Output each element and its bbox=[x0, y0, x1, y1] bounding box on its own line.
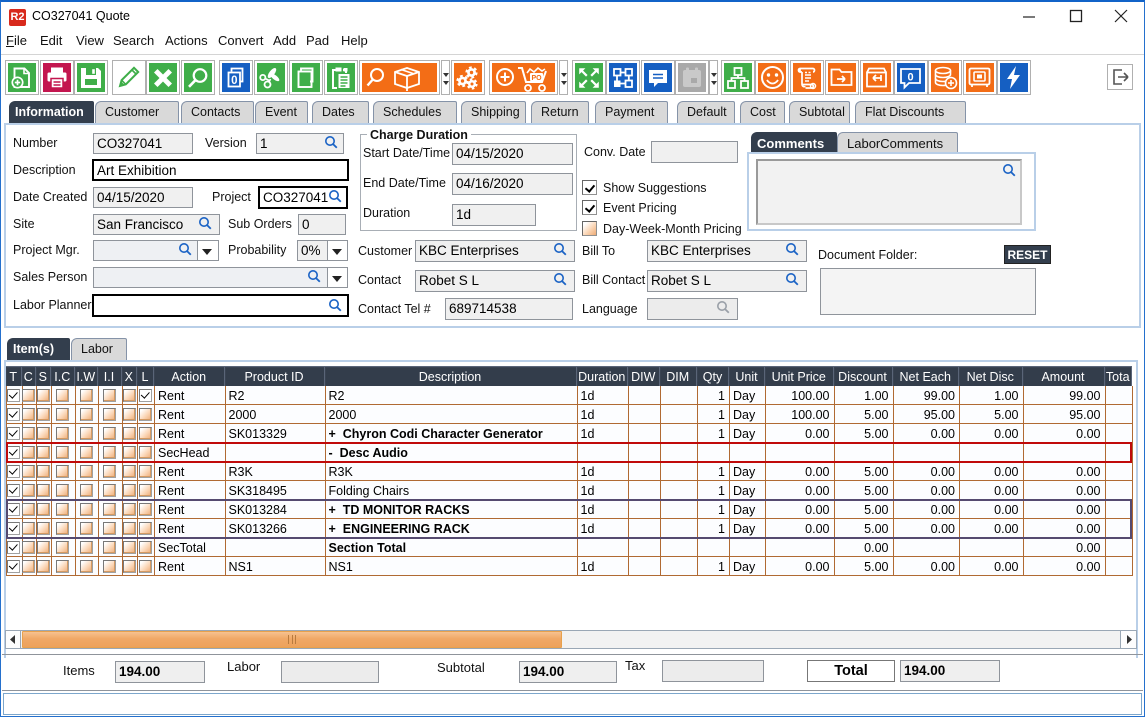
svg-text:0: 0 bbox=[231, 74, 237, 86]
svg-text:PO: PO bbox=[531, 75, 542, 82]
svg-text:0: 0 bbox=[907, 72, 913, 84]
